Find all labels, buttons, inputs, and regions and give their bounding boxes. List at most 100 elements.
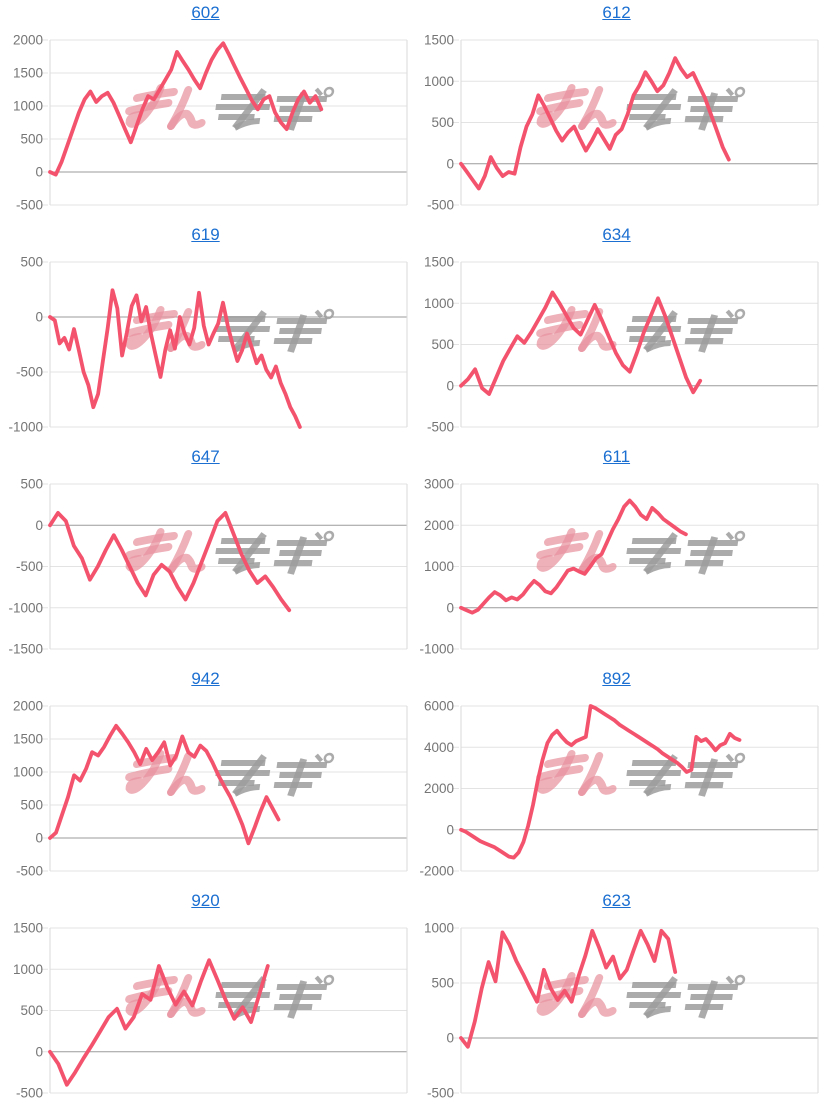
y-tick-label: 2000 bbox=[13, 699, 43, 714]
chart-title-wrap: 892 bbox=[411, 668, 822, 690]
y-tick-label: 1500 bbox=[13, 66, 43, 81]
y-tick-label: 1000 bbox=[13, 99, 43, 114]
y-tick-label: 0 bbox=[446, 1031, 454, 1046]
chart-cell-647: 647 500 0 -500 -1000 -1500 bbox=[0, 444, 411, 666]
chart-canvas-612: 1500 1000 500 0 -500 bbox=[424, 33, 819, 213]
y-tick-label: 0 bbox=[446, 156, 454, 171]
series-line bbox=[48, 958, 270, 1087]
y-tick-label: 1000 bbox=[13, 765, 43, 780]
chart-canvas-611: 3000 2000 1000 0 -1000 bbox=[419, 477, 819, 657]
y-tick-label: -1000 bbox=[8, 420, 43, 435]
y-tick-label: 0 bbox=[446, 600, 454, 615]
y-tick-label: 0 bbox=[35, 518, 43, 533]
y-tick-label: 3000 bbox=[424, 477, 454, 492]
series-line bbox=[48, 41, 324, 177]
y-tick-label: 500 bbox=[20, 477, 43, 492]
y-tick-label: 1500 bbox=[13, 921, 43, 936]
y-tick-label: 1000 bbox=[13, 962, 43, 977]
y-tick-label: -500 bbox=[16, 864, 43, 879]
y-tick-label: -2000 bbox=[419, 864, 454, 879]
y-tick-label: 500 bbox=[431, 115, 454, 130]
chart-title-link-892[interactable]: 892 bbox=[602, 669, 631, 688]
y-tick-label: -500 bbox=[16, 1086, 43, 1101]
y-tick-label: 1000 bbox=[424, 921, 454, 936]
minrepo-watermark bbox=[536, 750, 746, 797]
y-tick-label: -1000 bbox=[419, 642, 454, 657]
y-tick-label: -1000 bbox=[8, 600, 43, 615]
y-tick-label: -500 bbox=[427, 198, 454, 213]
series-line bbox=[459, 704, 742, 860]
chart-title-link-611[interactable]: 611 bbox=[602, 447, 631, 466]
y-tick-label: 4000 bbox=[424, 740, 454, 755]
chart-cell-634: 634 1500 1000 500 0 -500 bbox=[411, 222, 822, 444]
series-line bbox=[48, 511, 292, 613]
y-tick-label: 500 bbox=[431, 337, 454, 352]
y-tick-label: 0 bbox=[35, 165, 43, 180]
y-tick-label: -500 bbox=[16, 198, 43, 213]
chart-cell-612: 612 1500 1000 500 0 -500 bbox=[411, 0, 822, 222]
chart-title-wrap: 920 bbox=[0, 890, 411, 912]
chart-title-wrap: 634 bbox=[411, 224, 822, 246]
chart-cell-602: 602 2000 1500 1000 500 0 -500 bbox=[0, 0, 411, 222]
chart-title-link-612[interactable]: 612 bbox=[602, 3, 631, 22]
chart-canvas-892: 6000 4000 2000 0 -2000 bbox=[419, 699, 819, 879]
chart-title-link-623[interactable]: 623 bbox=[602, 891, 631, 910]
y-tick-label: 2000 bbox=[424, 518, 454, 533]
minrepo-watermark bbox=[536, 528, 746, 575]
y-tick-label: 1500 bbox=[13, 732, 43, 747]
chart-cell-942: 942 2000 1500 1000 500 0 -500 bbox=[0, 666, 411, 888]
chart-canvas-634: 1500 1000 500 0 -500 bbox=[424, 255, 819, 435]
chart-title-wrap: 611 bbox=[411, 446, 822, 468]
y-tick-label: 6000 bbox=[424, 699, 454, 714]
chart-canvas-602: 2000 1500 1000 500 0 -500 bbox=[13, 33, 408, 213]
minrepo-watermark bbox=[536, 84, 746, 131]
y-tick-label: 1000 bbox=[424, 74, 454, 89]
y-tick-label: 2000 bbox=[424, 781, 454, 796]
y-tick-label: 500 bbox=[20, 132, 43, 147]
series-line bbox=[48, 288, 302, 429]
y-tick-label: 0 bbox=[446, 378, 454, 393]
y-tick-label: 0 bbox=[446, 822, 454, 837]
chart-title-wrap: 612 bbox=[411, 2, 822, 24]
chart-cell-611: 611 3000 2000 1000 0 -1000 bbox=[411, 444, 822, 666]
y-tick-label: 2000 bbox=[13, 33, 43, 48]
chart-cell-920: 920 1500 1000 500 0 -500 bbox=[0, 888, 411, 1110]
series-line bbox=[459, 56, 731, 191]
chart-title-wrap: 623 bbox=[411, 890, 822, 912]
chart-title-link-634[interactable]: 634 bbox=[602, 225, 631, 244]
y-tick-label: 500 bbox=[20, 1003, 43, 1018]
chart-canvas-942: 2000 1500 1000 500 0 -500 bbox=[13, 699, 408, 879]
chart-cell-892: 892 6000 4000 2000 0 -2000 bbox=[411, 666, 822, 888]
y-tick-label: 500 bbox=[20, 255, 43, 270]
chart-title-wrap: 619 bbox=[0, 224, 411, 246]
chart-cell-619: 619 500 0 -500 -1000 bbox=[0, 222, 411, 444]
y-tick-label: -500 bbox=[427, 420, 454, 435]
chart-cell-623: 623 1000 500 0 -500 bbox=[411, 888, 822, 1110]
y-tick-label: 500 bbox=[431, 976, 454, 991]
y-tick-label: 1000 bbox=[424, 559, 454, 574]
chart-title-link-920[interactable]: 920 bbox=[191, 891, 220, 910]
chart-title-link-942[interactable]: 942 bbox=[191, 669, 220, 688]
y-tick-label: 1000 bbox=[424, 296, 454, 311]
series-line bbox=[459, 290, 703, 396]
chart-canvas-647: 500 0 -500 -1000 -1500 bbox=[8, 477, 408, 657]
chart-title-wrap: 602 bbox=[0, 2, 411, 24]
y-tick-label: 0 bbox=[35, 1044, 43, 1059]
y-tick-label: 0 bbox=[35, 310, 43, 325]
y-tick-label: 1500 bbox=[424, 255, 454, 270]
series-line bbox=[459, 928, 678, 1049]
y-tick-label: 1500 bbox=[424, 33, 454, 48]
y-tick-label: -500 bbox=[16, 365, 43, 380]
y-tick-label: 500 bbox=[20, 798, 43, 813]
chart-title-link-619[interactable]: 619 bbox=[191, 225, 220, 244]
y-tick-label: -500 bbox=[427, 1086, 454, 1101]
chart-title-wrap: 942 bbox=[0, 668, 411, 690]
chart-title-wrap: 647 bbox=[0, 446, 411, 468]
y-tick-label: -1500 bbox=[8, 642, 43, 657]
chart-title-link-602[interactable]: 602 bbox=[191, 3, 220, 22]
chart-title-link-647[interactable]: 647 bbox=[191, 447, 220, 466]
y-tick-label: -500 bbox=[16, 559, 43, 574]
series-line bbox=[459, 498, 688, 615]
